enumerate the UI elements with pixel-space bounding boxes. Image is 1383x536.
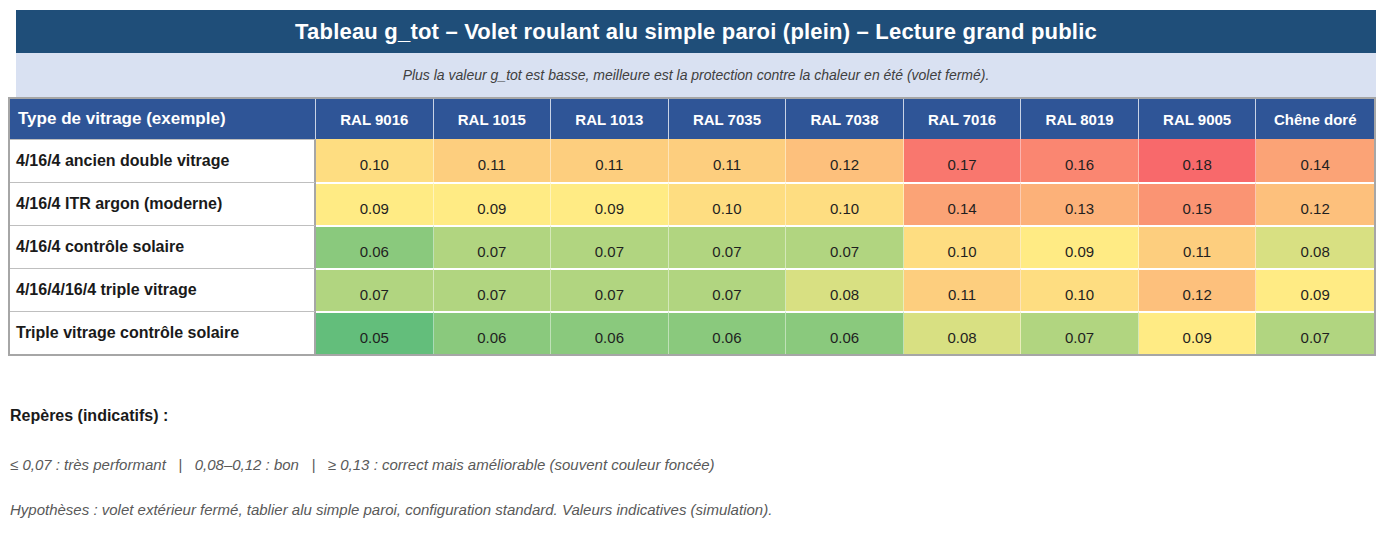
table-row: 4/16/4 contrôle solaire0.060.070.070.070…	[10, 225, 1374, 268]
table-row: 4/16/4/16/4 triple vitrage0.070.070.070.…	[10, 268, 1374, 311]
table-row: 4/16/4 ITR argon (moderne)0.090.090.090.…	[10, 182, 1374, 225]
value-cell: 0.11	[434, 139, 552, 182]
value-cell: 0.08	[786, 268, 904, 311]
value-cell: 0.07	[551, 225, 669, 268]
page-title: Tableau g_tot – Volet roulant alu simple…	[16, 10, 1376, 53]
value-cell: 0.15	[1139, 182, 1257, 225]
value-cell: 0.07	[1021, 311, 1139, 354]
value-cell: 0.09	[1139, 311, 1257, 354]
value-cell: 0.07	[1256, 311, 1374, 354]
value-cell: 0.14	[904, 182, 1022, 225]
value-cell: 0.07	[786, 225, 904, 268]
value-cell: 0.09	[1021, 225, 1139, 268]
value-cell: 0.09	[434, 182, 552, 225]
value-cell: 0.11	[669, 139, 787, 182]
value-cell: 0.12	[786, 139, 904, 182]
table-header-row: Type de vitrage (exemple)RAL 9016RAL 101…	[10, 99, 1374, 139]
value-cell: 0.10	[904, 225, 1022, 268]
value-cell: 0.06	[669, 311, 787, 354]
row-label: 4/16/4 ancien double vitrage	[10, 139, 316, 182]
gtot-heatmap-table: Type de vitrage (exemple)RAL 9016RAL 101…	[8, 97, 1376, 356]
value-cell: 0.10	[669, 182, 787, 225]
value-cell: 0.09	[551, 182, 669, 225]
column-header: RAL 1013	[551, 99, 669, 139]
value-cell: 0.06	[434, 311, 552, 354]
value-cell: 0.14	[1256, 139, 1374, 182]
column-header: RAL 9005	[1139, 99, 1257, 139]
column-header: RAL 7035	[669, 99, 787, 139]
row-label: 4/16/4/16/4 triple vitrage	[10, 268, 316, 311]
value-cell: 0.07	[316, 268, 434, 311]
row-label: Triple vitrage contrôle solaire	[10, 311, 316, 354]
row-label: 4/16/4 contrôle solaire	[10, 225, 316, 268]
value-cell: 0.06	[316, 225, 434, 268]
value-cell: 0.05	[316, 311, 434, 354]
value-cell: 0.09	[316, 182, 434, 225]
value-cell: 0.16	[1021, 139, 1139, 182]
value-cell: 0.06	[786, 311, 904, 354]
value-cell: 0.10	[1021, 268, 1139, 311]
value-cell: 0.10	[786, 182, 904, 225]
value-cell: 0.10	[316, 139, 434, 182]
hypotheses-line: Hypothèses : volet extérieur fermé, tabl…	[10, 501, 772, 518]
value-cell: 0.12	[1139, 268, 1257, 311]
value-cell: 0.11	[551, 139, 669, 182]
value-cell: 0.18	[1139, 139, 1257, 182]
value-cell: 0.07	[434, 268, 552, 311]
column-header: RAL 7038	[786, 99, 904, 139]
column-header: RAL 7016	[904, 99, 1022, 139]
value-cell: 0.17	[904, 139, 1022, 182]
value-cell: 0.11	[904, 268, 1022, 311]
notes-heading: Repères (indicatifs) :	[10, 407, 168, 425]
value-cell: 0.09	[1256, 268, 1374, 311]
value-cell: 0.08	[904, 311, 1022, 354]
value-cell: 0.07	[669, 268, 787, 311]
column-header: RAL 8019	[1021, 99, 1139, 139]
value-cell: 0.07	[551, 268, 669, 311]
legend-line: ≤ 0,07 : très performant | 0,08–0,12 : b…	[10, 456, 715, 473]
value-cell: 0.12	[1256, 182, 1374, 225]
value-cell: 0.07	[434, 225, 552, 268]
table-row: 4/16/4 ancien double vitrage0.100.110.11…	[10, 139, 1374, 182]
row-label: 4/16/4 ITR argon (moderne)	[10, 182, 316, 225]
column-header: RAL 9016	[316, 99, 434, 139]
column-header: RAL 1015	[434, 99, 552, 139]
value-cell: 0.07	[669, 225, 787, 268]
value-cell: 0.11	[1139, 225, 1257, 268]
column-header-row-label: Type de vitrage (exemple)	[10, 99, 316, 139]
table-row: Triple vitrage contrôle solaire0.050.060…	[10, 311, 1374, 354]
value-cell: 0.08	[1256, 225, 1374, 268]
column-header: Chêne doré	[1256, 99, 1374, 139]
value-cell: 0.13	[1021, 182, 1139, 225]
table-subtitle: Plus la valeur g_tot est basse, meilleur…	[16, 53, 1376, 97]
value-cell: 0.06	[551, 311, 669, 354]
